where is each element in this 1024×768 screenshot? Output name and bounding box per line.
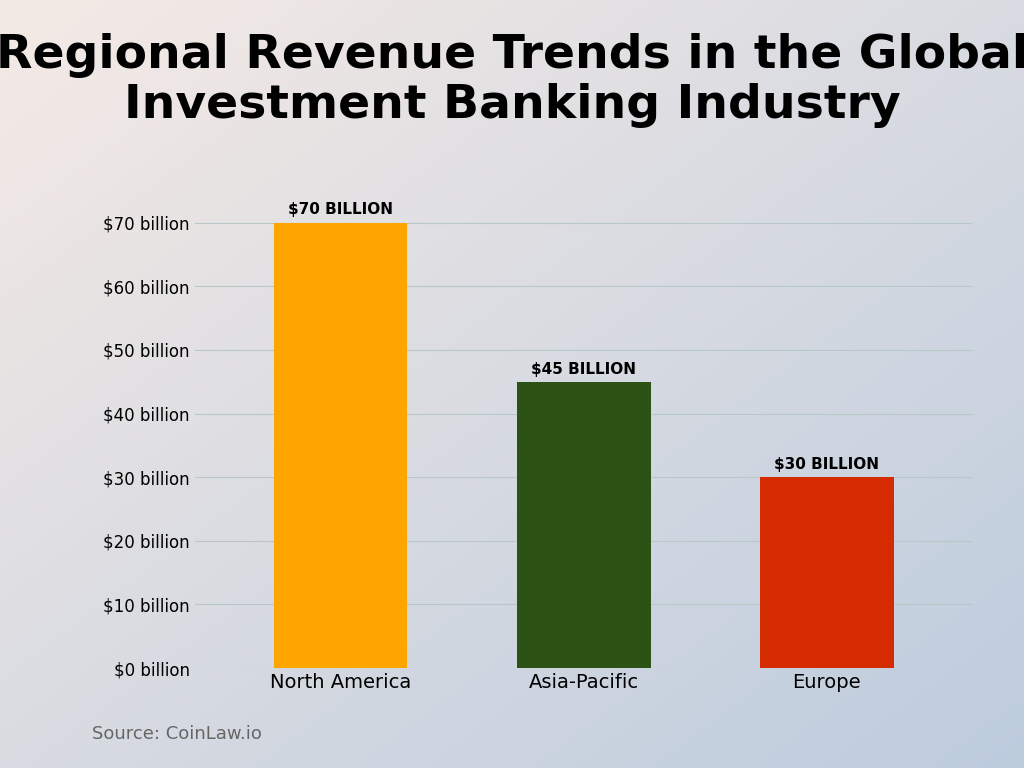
Text: $45 BILLION: $45 BILLION [531, 362, 636, 376]
Text: Regional Revenue Trends in the Global
Investment Banking Industry: Regional Revenue Trends in the Global In… [0, 33, 1024, 128]
Bar [760, 477, 894, 668]
Bar [273, 223, 408, 668]
Text: Source: CoinLaw.io: Source: CoinLaw.io [92, 726, 262, 743]
Bar [517, 382, 650, 668]
Text: $30 BILLION: $30 BILLION [774, 457, 880, 472]
Text: $70 BILLION: $70 BILLION [288, 203, 393, 217]
